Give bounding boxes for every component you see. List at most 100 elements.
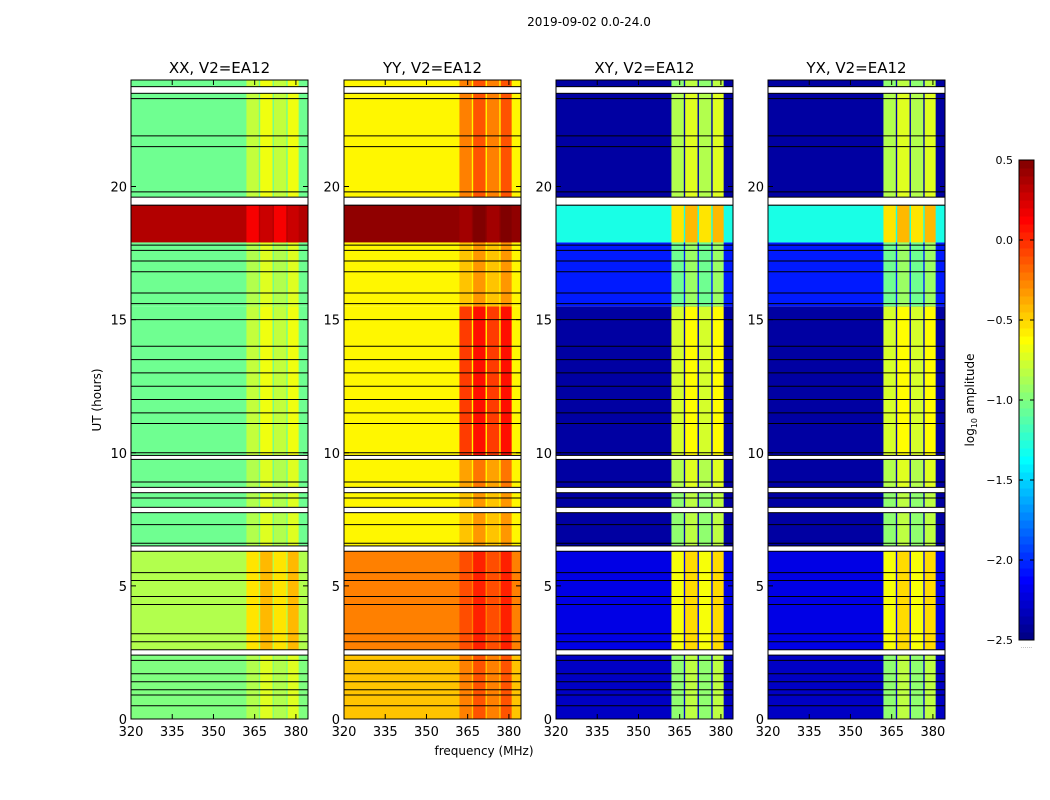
heatmap-cell-band <box>500 655 512 719</box>
colorbar-swatch <box>1019 567 1034 577</box>
heatmap-cell-band <box>459 80 472 87</box>
flagged-interval <box>343 486 522 494</box>
heatmap-cell-band <box>486 242 500 307</box>
x-tick-label: 335 <box>585 725 610 740</box>
heatmap-cell-band <box>685 306 698 456</box>
panel-0: XX, V2=EA12 320 335 350 365 380 0 5 10 15 20 <box>110 59 309 740</box>
colorbar-swatch <box>1019 335 1034 345</box>
heatmap-cell-band <box>883 655 896 719</box>
heatmap-cell-band <box>910 492 924 508</box>
heatmap-cell-band <box>924 512 936 546</box>
heatmap-cell-band <box>473 551 486 650</box>
heatmap-cell-band <box>671 242 684 307</box>
heatmap-cell-band <box>486 655 500 719</box>
heatmap-cell-band <box>273 80 287 87</box>
heatmap-cell-band <box>698 93 712 198</box>
heatmap-cell-band <box>883 205 896 243</box>
flagged-interval <box>767 545 946 552</box>
flagged-interval <box>130 506 309 514</box>
heatmap-cell-band <box>459 551 472 650</box>
x-tick-label: 320 <box>756 725 781 740</box>
heatmap-cell-band <box>897 306 910 456</box>
panel-title: YY, V2=EA12 <box>382 59 482 77</box>
colorbar-swatch <box>1019 527 1034 537</box>
heatmap-cell-band <box>486 205 500 243</box>
y-tick-label: 20 <box>323 181 340 196</box>
colorbar-swatch <box>1019 559 1034 569</box>
heatmap-cell-band <box>473 512 486 546</box>
colorbar-swatch <box>1019 255 1034 265</box>
heatmap-cell-base <box>556 80 733 87</box>
heatmap-cell-band <box>273 512 287 546</box>
heatmap-cell-band <box>698 459 712 488</box>
heatmap-cell-band <box>685 242 698 307</box>
colorbar-tick-label: −0.5 <box>986 314 1013 327</box>
x-tick-label: 335 <box>373 725 398 740</box>
heatmap-cell-band <box>473 80 486 87</box>
x-tick-label: 380 <box>496 725 521 740</box>
flagged-interval <box>130 454 309 460</box>
colorbar-swatch <box>1019 615 1034 625</box>
flagged-interval <box>767 649 946 656</box>
colorbar-swatch <box>1019 223 1034 233</box>
heatmap-cell-band <box>260 93 273 198</box>
colorbar-swatch <box>1019 471 1034 481</box>
colorbar-tick-label: −2.0 <box>986 554 1013 567</box>
colorbar-swatch <box>1019 279 1034 289</box>
colorbar-swatch <box>1019 167 1034 177</box>
colorbar-swatch <box>1019 407 1034 417</box>
colorbar-swatch <box>1019 447 1034 457</box>
x-tick-label: 335 <box>797 725 822 740</box>
heatmap-cell-band <box>459 512 472 546</box>
heatmap-cell-band <box>486 492 500 508</box>
heatmap-cell-band <box>246 205 259 243</box>
heatmap-cell-base <box>344 80 521 87</box>
y-tick-label: 10 <box>535 447 552 462</box>
heatmap-cell-band <box>924 306 936 456</box>
y-tick-label: 10 <box>110 447 127 462</box>
flagged-interval <box>555 454 734 460</box>
heatmap-cell-band <box>486 306 500 456</box>
flagged-interval <box>343 86 522 94</box>
heatmap-cell-band <box>897 205 910 243</box>
heatmap-cell-band <box>698 80 712 87</box>
colorbar-swatch <box>1019 327 1034 337</box>
heatmap-cell-band <box>486 512 500 546</box>
heatmap-cell-band <box>924 655 936 719</box>
x-tick-label: 320 <box>119 725 144 740</box>
colorbar-tick-label: −1.0 <box>986 394 1013 407</box>
heatmap-cell-band <box>671 655 684 719</box>
colorbar-swatch <box>1019 183 1034 193</box>
x-tick-label: 320 <box>544 725 569 740</box>
x-tick-label: 380 <box>920 725 945 740</box>
colorbar-label-sub: 10 <box>970 418 979 428</box>
x-tick-label: 365 <box>879 725 904 740</box>
heatmap-cell-band <box>698 551 712 650</box>
heatmap-cell-band <box>883 80 896 87</box>
heatmap-cell-band <box>698 242 712 307</box>
flagged-interval <box>555 649 734 656</box>
colorbar-swatch <box>1019 415 1034 425</box>
heatmap-cell-band <box>910 80 924 87</box>
heatmap-cell-band <box>685 80 698 87</box>
colorbar-swatch <box>1019 175 1034 185</box>
heatmap-cell-band <box>260 655 273 719</box>
heatmap-cell-band <box>486 80 500 87</box>
colorbar-tick-label: 0.5 <box>996 154 1014 167</box>
heatmap-cell-band <box>273 205 287 243</box>
heatmap-cell-band <box>910 306 924 456</box>
colorbar-swatch <box>1019 215 1034 225</box>
flagged-interval <box>343 545 522 552</box>
flagged-interval <box>555 86 734 94</box>
x-tick-label: 350 <box>838 725 863 740</box>
heatmap-cell-band <box>897 655 910 719</box>
heatmap-cell-band <box>671 551 684 650</box>
y-tick-label: 20 <box>535 181 552 196</box>
heatmap-cell-band <box>273 242 287 307</box>
y-tick-label: 5 <box>544 580 552 595</box>
heatmap-cell-band <box>924 492 936 508</box>
colorbar-swatch <box>1019 199 1034 209</box>
heatmap-cell-band <box>897 492 910 508</box>
flagged-interval <box>130 545 309 552</box>
